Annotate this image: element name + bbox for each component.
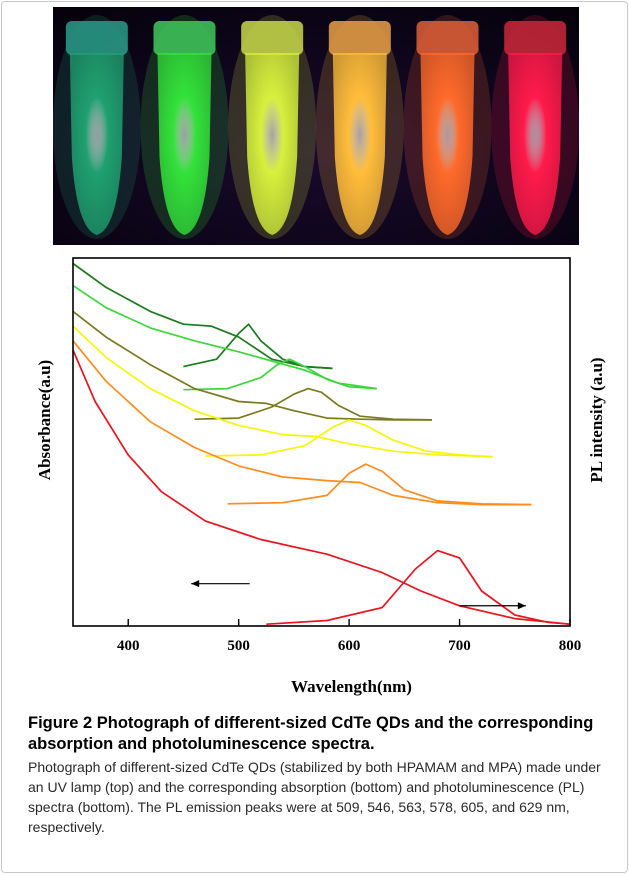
absorbance-spectrum-line <box>72 284 377 390</box>
vial-cap <box>416 21 479 55</box>
plot-frame <box>72 257 571 627</box>
x-tick-label: 400 <box>117 638 140 654</box>
qd-vials-photo <box>53 7 579 245</box>
pl-spectrum-line <box>183 323 333 370</box>
figure-caption: Figure 2 Photograph of different-sized C… <box>28 713 618 837</box>
qd-vial <box>332 53 387 235</box>
x-tick-label: 500 <box>227 638 250 654</box>
pl-spectrum-line <box>266 549 571 626</box>
arrow-head <box>191 580 200 588</box>
vial-cap <box>504 21 567 55</box>
x-tick-label: 700 <box>448 638 471 654</box>
absorbance-spectrum-line <box>72 262 333 370</box>
qd-vial <box>245 53 300 235</box>
y-axis-label-right: PL intensity (a.u) <box>587 357 606 482</box>
vials-illustration <box>53 7 579 245</box>
y-axis-label-left: Absorbance(a.u) <box>35 360 54 480</box>
pl-spectrum-line <box>205 419 493 458</box>
qd-vial <box>508 53 563 235</box>
pl-spectrum-line <box>183 358 377 391</box>
x-axis-label: Wavelength(nm) <box>291 677 412 696</box>
absorbance-spectrum-line <box>72 349 571 626</box>
arrow-head <box>517 602 526 610</box>
vial-cap <box>65 21 128 55</box>
spectra-plot: 400 500 600 700 800 Absorbance(a.u) PL inten… <box>35 257 606 696</box>
vial-cap <box>153 21 216 55</box>
vial-cap <box>328 21 391 55</box>
absorbance-spectrum-line <box>72 340 532 506</box>
spectra-chart: 400 500 600 700 800 Absorbance(a.u) PL inten… <box>0 248 629 708</box>
x-tick-label: 800 <box>559 638 582 654</box>
qd-vial <box>69 53 124 235</box>
pl-spectrum-line <box>227 463 532 506</box>
x-tick-label: 600 <box>338 638 361 654</box>
caption-body: Photograph of different-sized CdTe QDs (… <box>28 759 601 835</box>
qd-vial <box>157 53 212 235</box>
qd-vial <box>420 53 475 235</box>
caption-title: Figure 2 Photograph of different-sized C… <box>28 714 594 753</box>
pl-spectrum-line <box>194 387 432 421</box>
vial-cap <box>241 21 304 55</box>
absorbance-spectrum-line <box>72 325 493 458</box>
absorbance-spectrum-line <box>72 310 432 421</box>
